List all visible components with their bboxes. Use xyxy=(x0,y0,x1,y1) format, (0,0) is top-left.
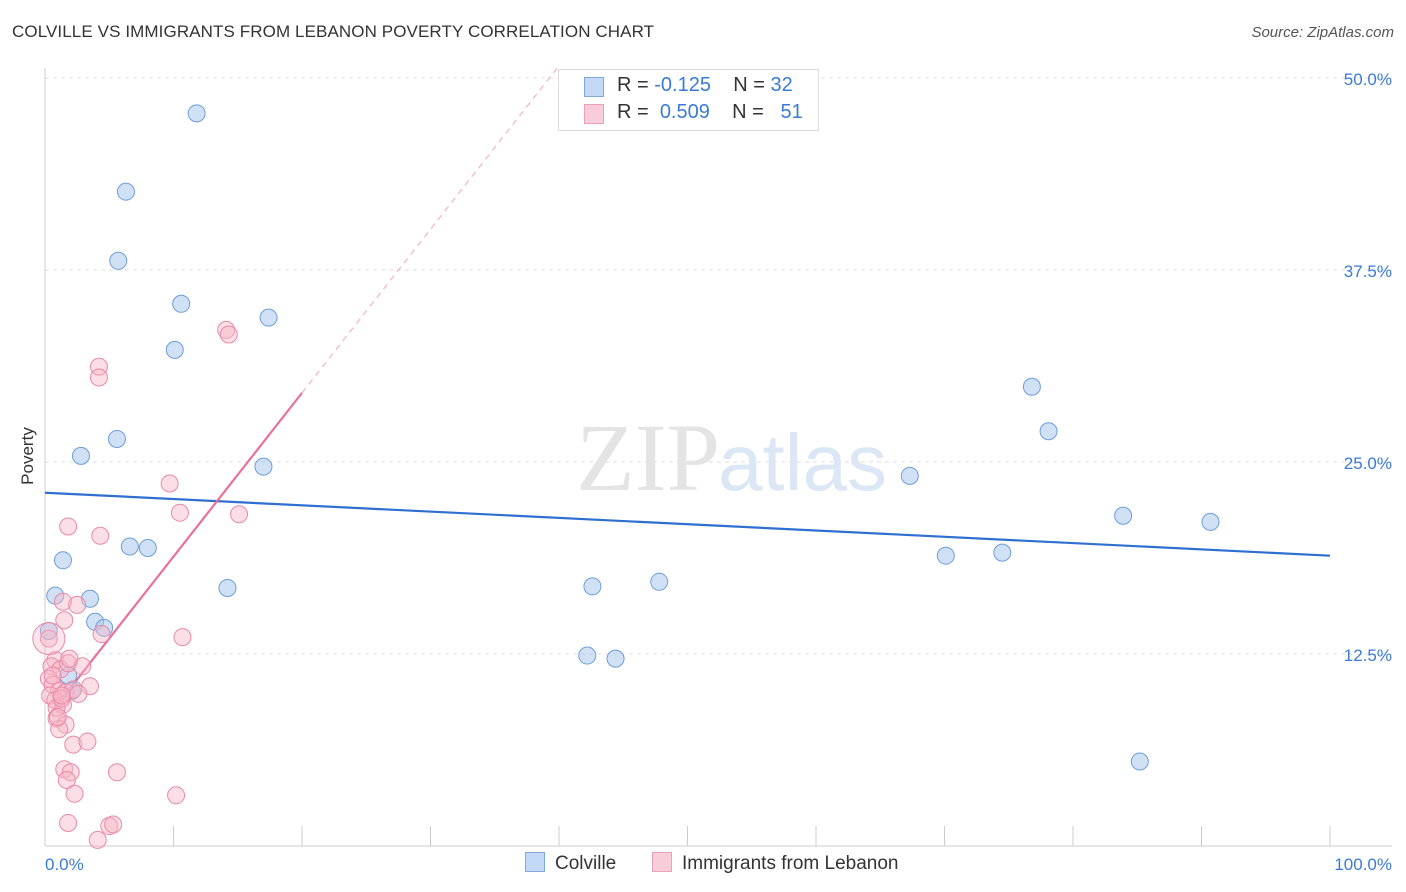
lebanon-trend-line xyxy=(47,392,303,717)
colville-point xyxy=(120,537,139,556)
colville-point xyxy=(165,340,184,359)
data-points xyxy=(32,104,1220,849)
lebanon-point xyxy=(89,368,108,387)
colville-point xyxy=(993,543,1012,562)
colville-point xyxy=(138,539,157,558)
colville-point xyxy=(1130,752,1149,771)
lebanon-point xyxy=(48,707,67,726)
trend-lines xyxy=(44,65,1331,717)
colville-trend-line xyxy=(44,491,1331,557)
colville-legend-swatch xyxy=(525,852,545,872)
lebanon-point xyxy=(92,625,111,644)
lebanon-trend-extension xyxy=(301,65,560,394)
lebanon-point xyxy=(160,474,179,493)
colville-point xyxy=(936,546,955,565)
lebanon-point xyxy=(32,622,66,656)
colville-point xyxy=(650,572,669,591)
lebanon-point xyxy=(170,503,189,522)
y-tick-label: 25.0% xyxy=(1344,454,1392,473)
lebanon-swatch xyxy=(584,104,604,124)
colville-point xyxy=(578,646,597,665)
bottom-legend-lebanon: Immigrants from Lebanon xyxy=(652,852,899,875)
lebanon-point xyxy=(88,830,107,849)
y-tick-label: 37.5% xyxy=(1344,262,1392,281)
lebanon-point xyxy=(56,715,75,734)
colville-point xyxy=(583,577,602,596)
x-tick-label: 100.0% xyxy=(1334,855,1392,874)
lebanon-point xyxy=(59,813,78,832)
lebanon-point xyxy=(43,666,62,685)
colville-point xyxy=(1114,506,1133,525)
colville-legend-label: Colville xyxy=(555,853,617,874)
lebanon-point xyxy=(64,735,83,754)
grid-lines xyxy=(45,77,1392,655)
colville-point xyxy=(172,294,191,313)
legend-text-colville: R = -0.125 N = 32 xyxy=(617,74,793,96)
lebanon-point xyxy=(60,649,79,668)
lebanon-legend-swatch xyxy=(652,852,672,872)
correlation-legend: R = -0.125 N = 32 R = 0.509 N = 51 xyxy=(558,69,819,131)
axis-labels: 12.5% 25.0% 37.5% 50.0% 0.0% 100.0% Poverty xyxy=(18,70,1392,874)
colville-swatch xyxy=(584,77,604,97)
legend-text-lebanon: R = 0.509 N = 51 xyxy=(617,101,803,123)
colville-point xyxy=(109,251,128,270)
colville-point xyxy=(116,182,135,201)
colville-point xyxy=(1201,512,1220,531)
colville-point xyxy=(187,104,206,123)
lebanon-point xyxy=(57,770,76,789)
chart-title: COLVILLE VS IMMIGRANTS FROM LEBANON POVE… xyxy=(12,22,655,41)
lebanon-point xyxy=(104,815,123,834)
colville-point xyxy=(218,578,237,597)
y-axis-label: Poverty xyxy=(18,427,37,485)
colville-point xyxy=(254,457,273,476)
lebanon-point xyxy=(173,628,192,647)
colville-point xyxy=(1039,422,1058,441)
colville-point xyxy=(107,429,126,448)
lebanon-point xyxy=(55,611,74,630)
lebanon-point xyxy=(68,595,87,614)
lebanon-point xyxy=(217,320,236,339)
axes xyxy=(44,68,1392,847)
lebanon-point xyxy=(167,786,186,805)
lebanon-legend-label: Immigrants from Lebanon xyxy=(682,853,899,874)
lebanon-point xyxy=(53,592,72,611)
lebanon-point xyxy=(39,629,58,648)
watermark-atlas: atlas xyxy=(718,418,887,507)
colville-point xyxy=(259,308,278,327)
colville-point xyxy=(900,466,919,485)
lebanon-point xyxy=(219,325,238,344)
lebanon-point xyxy=(69,684,88,703)
bottom-legend-colville: Colville xyxy=(525,852,616,875)
x-tick-label: 0.0% xyxy=(45,855,84,874)
y-tick-label: 50.0% xyxy=(1344,70,1392,89)
lebanon-point xyxy=(59,517,78,536)
lebanon-point xyxy=(78,732,97,751)
lebanon-point xyxy=(91,526,110,545)
colville-point xyxy=(606,649,625,668)
source-label: Source: ZipAtlas.com xyxy=(1251,24,1394,41)
colville-point xyxy=(71,446,90,465)
lebanon-point xyxy=(52,686,71,705)
watermark-zip: ZIP xyxy=(576,404,720,511)
colville-point xyxy=(53,551,72,570)
lebanon-point xyxy=(107,763,126,782)
lebanon-point xyxy=(89,357,108,376)
colville-point xyxy=(1022,377,1041,396)
lebanon-point xyxy=(230,505,249,524)
lebanon-point xyxy=(65,784,84,803)
y-tick-label: 12.5% xyxy=(1344,646,1392,665)
